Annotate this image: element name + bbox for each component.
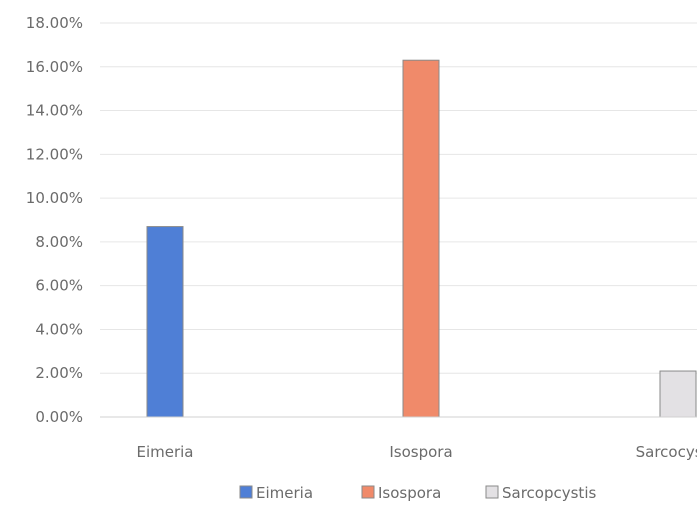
y-tick-label: 10.00%	[26, 189, 83, 207]
x-category-label: Isospora	[389, 443, 452, 461]
legend-swatch	[485, 485, 499, 499]
y-tick-label: 12.00%	[26, 145, 83, 163]
legend-label: Eimeria	[256, 484, 313, 502]
legend-label: Isospora	[378, 484, 441, 502]
legend-label: Sarcopcystis	[502, 484, 596, 502]
gridlines	[100, 22, 697, 374]
x-category-label: Sarcocystis	[636, 443, 697, 461]
y-tick-label: 6.00%	[35, 277, 83, 295]
bar-eimeria	[146, 226, 184, 418]
y-tick-label: 14.00%	[26, 102, 83, 120]
y-tick-label: 0.00%	[35, 408, 83, 426]
bar-sarcocystis	[659, 370, 697, 418]
y-tick-label: 2.00%	[35, 364, 83, 382]
legend-swatch	[361, 485, 375, 499]
y-tick-label: 4.00%	[35, 320, 83, 338]
bars	[146, 59, 697, 418]
y-tick-label: 18.00%	[26, 14, 83, 32]
legend: Eimeria Isospora Sarcopcystis	[239, 484, 596, 502]
legend-swatch	[239, 485, 253, 499]
y-tick-label: 8.00%	[35, 233, 83, 251]
bar-isospora	[402, 59, 440, 418]
x-axis-categories: Eimeria Isospora Sarcocystis	[136, 443, 697, 461]
x-category-label: Eimeria	[136, 443, 193, 461]
y-axis-ticks: 0.00% 2.00% 4.00% 6.00% 8.00% 10.00% 12.00% 14.…	[26, 14, 83, 426]
y-tick-label: 16.00%	[26, 58, 83, 76]
